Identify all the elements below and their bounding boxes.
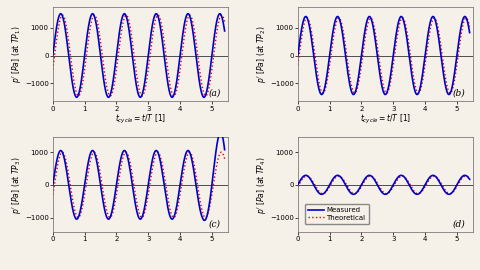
Y-axis label: $p'$ $[Pa]$ (at $TP_1$): $p'$ $[Pa]$ (at $TP_1$) <box>11 25 24 83</box>
Text: (b): (b) <box>453 89 466 98</box>
Y-axis label: $p'$ $[Pa]$ (at $TP_3$): $p'$ $[Pa]$ (at $TP_3$) <box>11 156 24 214</box>
Y-axis label: $p'$ $[Pa]$ (at $TP_2$): $p'$ $[Pa]$ (at $TP_2$) <box>255 25 268 83</box>
Legend: Measured, Theoretical: Measured, Theoretical <box>305 204 369 224</box>
Text: (d): (d) <box>453 220 466 228</box>
X-axis label: $t_{cycle} = t/T$ $[1]$: $t_{cycle} = t/T$ $[1]$ <box>115 113 166 126</box>
Text: (a): (a) <box>208 89 221 98</box>
Y-axis label: $p'$ $[Pa]$ (at $TP_4$): $p'$ $[Pa]$ (at $TP_4$) <box>255 156 268 214</box>
X-axis label: $t_{cycle} = t/T$ $[1]$: $t_{cycle} = t/T$ $[1]$ <box>360 113 411 126</box>
Text: (c): (c) <box>209 220 221 228</box>
